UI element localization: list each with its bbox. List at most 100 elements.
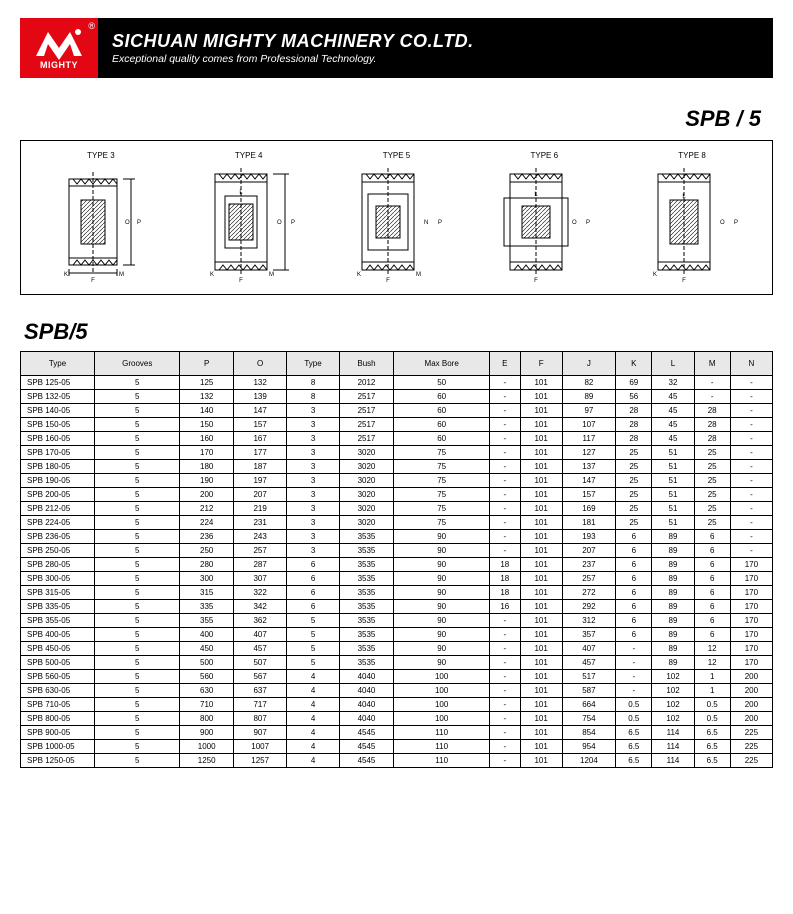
svg-text:F: F (239, 278, 243, 284)
table-cell: 3020 (339, 446, 394, 460)
table-cell: 1007 (233, 740, 286, 754)
table-cell: 5 (95, 502, 180, 516)
table-row: SPB 190-0551901973302075-101147255125- (21, 474, 773, 488)
table-cell: - (490, 376, 521, 390)
table-cell: 3535 (339, 614, 394, 628)
table-cell: 6 (287, 586, 339, 600)
logo-icon (34, 26, 84, 60)
table-cell: 8 (287, 376, 339, 390)
table-cell: 170 (730, 642, 772, 656)
table-row: SPB 224-0552242313302075-101181255125- (21, 516, 773, 530)
table-cell: 170 (730, 586, 772, 600)
table-row: SPB 400-0554004075353590-1013576896170 (21, 628, 773, 642)
table-cell: 335 (180, 600, 233, 614)
table-row: SPB 300-0553003076353590181012576896170 (21, 572, 773, 586)
table-cell: 6 (694, 558, 730, 572)
table-cell: 101 (520, 684, 562, 698)
table-cell: 225 (730, 726, 772, 740)
table-cell: 89 (652, 572, 694, 586)
table-cell: 170 (730, 628, 772, 642)
table-cell: - (490, 740, 521, 754)
svg-text:P: P (438, 220, 442, 226)
table-cell: 69 (616, 376, 652, 390)
table-cell: 1257 (233, 754, 286, 768)
table-cell: 3 (287, 474, 339, 488)
diagram-label: TYPE 3 (87, 151, 115, 160)
table-cell: 101 (520, 432, 562, 446)
table-cell: 5 (95, 516, 180, 530)
diagram-label: TYPE 5 (383, 151, 411, 160)
table-cell: 517 (562, 670, 615, 684)
table-cell: 450 (180, 642, 233, 656)
table-cell: 140 (180, 404, 233, 418)
table-row: SPB 236-0552362433353590-1011936896- (21, 530, 773, 544)
table-cell: 101 (520, 446, 562, 460)
table-cell: 170 (180, 446, 233, 460)
table-cell: 101 (520, 530, 562, 544)
table-row: SPB 280-0552802876353590181012376896170 (21, 558, 773, 572)
table-cell: 5 (287, 656, 339, 670)
table-cell: 101 (520, 726, 562, 740)
table-cell: 110 (394, 740, 490, 754)
table-cell: - (490, 432, 521, 446)
table-cell: 90 (394, 572, 490, 586)
table-cell: - (490, 712, 521, 726)
table-cell: 587 (562, 684, 615, 698)
diagram-label: TYPE 8 (678, 151, 706, 160)
table-row: SPB 250-0552502573353590-1012076896- (21, 544, 773, 558)
table-cell: 90 (394, 642, 490, 656)
table-cell: 225 (730, 754, 772, 768)
table-cell: 90 (394, 628, 490, 642)
table-cell: 157 (562, 488, 615, 502)
table-row: SPB 132-0551321398251760-101895645-- (21, 390, 773, 404)
table-cell: 4040 (339, 684, 394, 698)
table-cell: 25 (694, 516, 730, 530)
table-cell: 1204 (562, 754, 615, 768)
table-cell: 1 (694, 684, 730, 698)
table-cell: 90 (394, 586, 490, 600)
table-cell: - (616, 684, 652, 698)
table-header-cell: M (694, 352, 730, 376)
table-cell: - (490, 502, 521, 516)
table-cell: 5 (95, 600, 180, 614)
table-cell: 90 (394, 600, 490, 614)
table-cell: 25 (616, 474, 652, 488)
table-cell: 114 (652, 740, 694, 754)
table-cell: 5 (95, 712, 180, 726)
table-cell: 101 (520, 712, 562, 726)
table-cell: 101 (520, 418, 562, 432)
table-cell: SPB 200-05 (21, 488, 95, 502)
table-cell: 45 (652, 432, 694, 446)
table-cell: 75 (394, 460, 490, 474)
svg-text:M: M (269, 272, 274, 278)
table-cell: 6 (287, 600, 339, 614)
table-cell: 507 (233, 656, 286, 670)
svg-text:L: L (239, 190, 243, 196)
table-cell: SPB 800-05 (21, 712, 95, 726)
table-cell: 315 (180, 586, 233, 600)
diagram-type6: TYPE 6 F PO L (494, 151, 594, 284)
table-cell: 4 (287, 754, 339, 768)
svg-text:L: L (682, 194, 686, 200)
table-cell: 100 (394, 698, 490, 712)
table-cell: - (490, 404, 521, 418)
diagram-type4: TYPE 4 F KM PO L (199, 151, 299, 284)
table-row: SPB 800-05580080744040100-1017540.51020.… (21, 712, 773, 726)
table-cell: 5 (95, 698, 180, 712)
table-cell: 18 (490, 558, 521, 572)
table-cell: SPB 132-05 (21, 390, 95, 404)
table-header-cell: L (652, 352, 694, 376)
table-cell: 257 (562, 572, 615, 586)
table-cell: - (490, 726, 521, 740)
table-cell: 102 (652, 712, 694, 726)
table-cell: 3020 (339, 516, 394, 530)
table-cell: 6 (616, 600, 652, 614)
svg-text:K: K (357, 272, 361, 278)
table-cell: - (490, 418, 521, 432)
table-cell: 6 (694, 586, 730, 600)
table-cell: 3 (287, 488, 339, 502)
table-cell: 28 (616, 404, 652, 418)
table-cell: 60 (394, 418, 490, 432)
section-title: SPB / 5 (20, 106, 761, 132)
table-cell: 170 (730, 656, 772, 670)
